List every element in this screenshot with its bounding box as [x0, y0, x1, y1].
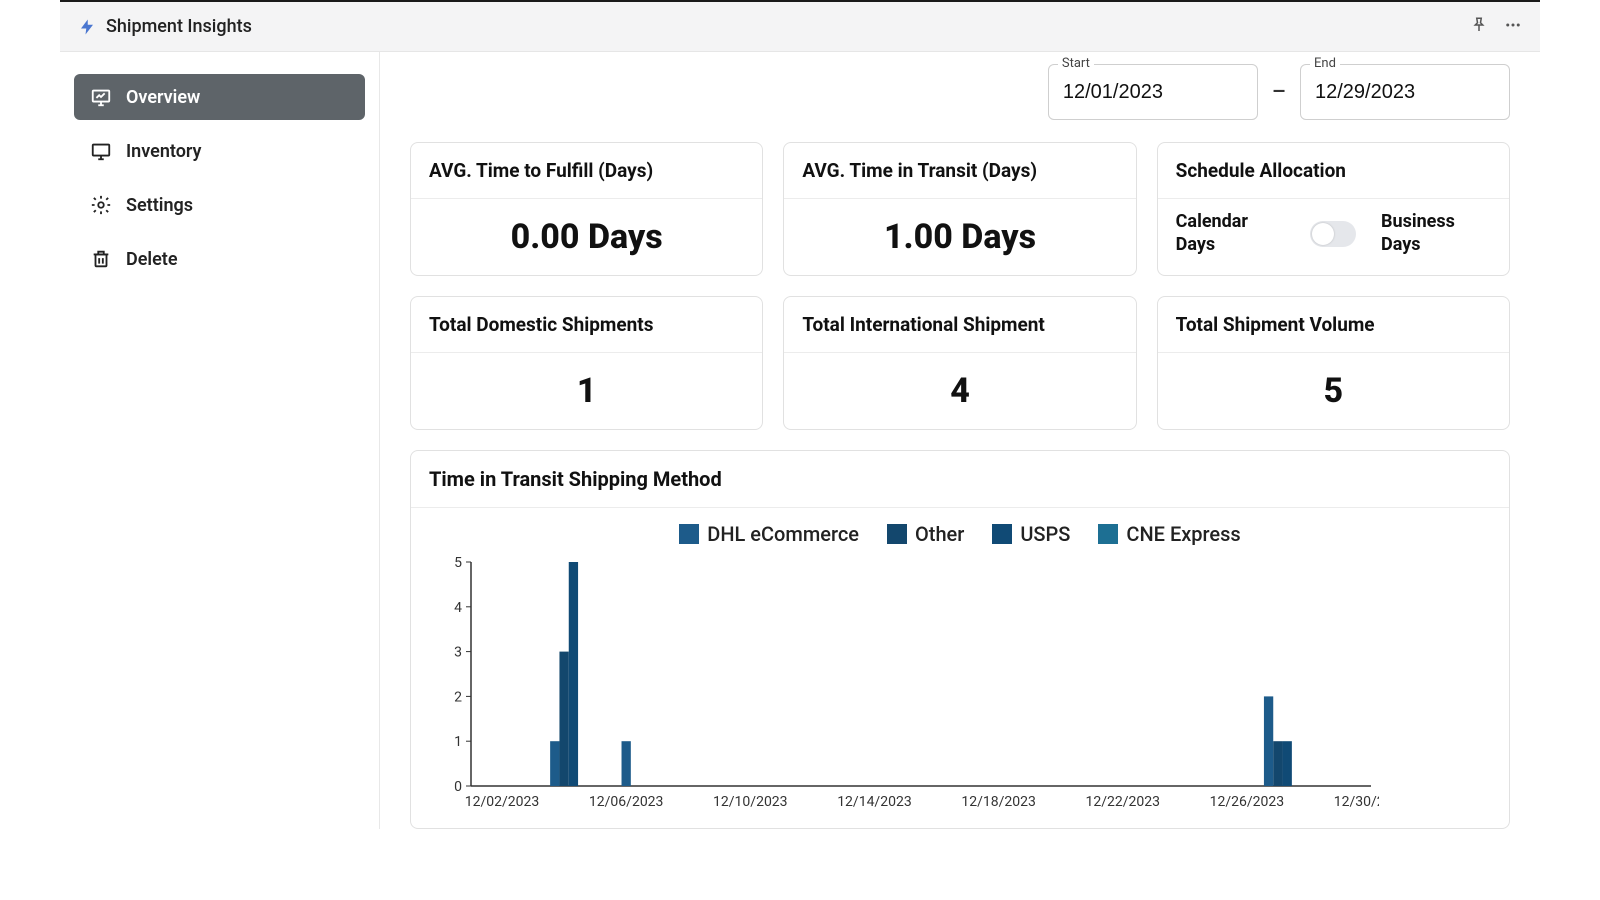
card-title: Total International Shipment: [784, 297, 1135, 353]
sidebar: Overview Inventory Settings Delete: [60, 52, 380, 829]
svg-text:12/06/2023: 12/06/2023: [589, 794, 664, 810]
gear-icon: [90, 194, 112, 216]
legend-label: Other: [915, 522, 964, 546]
toggle-label-calendar: Calendar Days: [1176, 211, 1286, 256]
titlebar: Shipment Insights: [60, 2, 1540, 52]
start-date-input[interactable]: [1048, 64, 1258, 120]
chart-title: Time in Transit Shipping Method: [411, 451, 1509, 508]
schedule-toggle[interactable]: [1310, 221, 1356, 247]
sidebar-item-settings[interactable]: Settings: [74, 182, 365, 228]
card-title: AVG. Time to Fulfill (Days): [411, 143, 762, 199]
svg-text:5: 5: [454, 556, 462, 571]
app-logo-icon: [78, 18, 96, 36]
svg-text:1: 1: [454, 734, 462, 750]
sidebar-item-label: Overview: [126, 87, 200, 108]
card-avg-fulfill: AVG. Time to Fulfill (Days) 0.00 Days: [410, 142, 763, 276]
card-total-volume: Total Shipment Volume 5: [1157, 296, 1510, 430]
end-date-label: End: [1310, 56, 1340, 71]
end-date-input[interactable]: [1300, 64, 1510, 120]
legend-item-dhl[interactable]: DHL eCommerce: [679, 522, 859, 546]
sidebar-item-label: Settings: [126, 195, 193, 216]
svg-text:12/02/2023: 12/02/2023: [465, 794, 540, 810]
date-range-separator: –: [1272, 80, 1286, 105]
legend-swatch-icon: [887, 524, 907, 544]
svg-text:0: 0: [454, 779, 462, 795]
svg-text:12/30/2023: 12/30/2023: [1334, 794, 1379, 810]
sidebar-item-overview[interactable]: Overview: [74, 74, 365, 120]
page-title: Shipment Insights: [106, 16, 252, 37]
card-value: 1.00 Days: [784, 199, 1135, 275]
start-date-field[interactable]: Start: [1048, 64, 1258, 120]
card-value: 1: [411, 353, 762, 429]
legend-label: CNE Express: [1126, 522, 1240, 546]
card-title: Schedule Allocation: [1158, 143, 1509, 199]
svg-text:12/26/2023: 12/26/2023: [1210, 794, 1285, 810]
toggle-label-business: Business Days: [1381, 211, 1491, 256]
card-international-shipments: Total International Shipment 4: [783, 296, 1136, 430]
svg-text:12/18/2023: 12/18/2023: [961, 794, 1036, 810]
svg-text:3: 3: [454, 645, 462, 661]
start-date-label: Start: [1058, 56, 1094, 71]
chart-legend: DHL eCommerce Other USPS CNE Express: [429, 522, 1491, 546]
sidebar-item-inventory[interactable]: Inventory: [74, 128, 365, 174]
card-title: AVG. Time in Transit (Days): [784, 143, 1135, 199]
pin-icon[interactable]: [1470, 16, 1488, 38]
svg-text:4: 4: [454, 600, 462, 616]
card-schedule-allocation: Schedule Allocation Calendar Days Busine…: [1157, 142, 1510, 276]
sidebar-item-label: Inventory: [126, 141, 201, 162]
card-avg-transit: AVG. Time in Transit (Days) 1.00 Days: [783, 142, 1136, 276]
legend-item-cne[interactable]: CNE Express: [1098, 522, 1240, 546]
card-value: 5: [1158, 353, 1509, 429]
more-icon[interactable]: [1504, 16, 1522, 38]
overview-icon: [90, 86, 112, 108]
legend-label: DHL eCommerce: [707, 522, 859, 546]
card-domestic-shipments: Total Domestic Shipments 1: [410, 296, 763, 430]
legend-swatch-icon: [1098, 524, 1118, 544]
date-range: Start – End: [410, 64, 1510, 120]
transit-bar-chart: 0 1 2 3 4 5 12/02/2023 12/06/2023 12/10/2023 12/1…: [429, 556, 1379, 816]
legend-swatch-icon: [679, 524, 699, 544]
card-value: 0.00 Days: [411, 199, 762, 275]
legend-item-usps[interactable]: USPS: [992, 522, 1070, 546]
sidebar-item-delete[interactable]: Delete: [74, 236, 365, 282]
legend-label: USPS: [1020, 522, 1070, 546]
legend-swatch-icon: [992, 524, 1012, 544]
svg-text:12/22/2023: 12/22/2023: [1085, 794, 1160, 810]
end-date-field[interactable]: End: [1300, 64, 1510, 120]
trash-icon: [90, 248, 112, 270]
svg-text:2: 2: [454, 689, 462, 705]
card-title: Total Shipment Volume: [1158, 297, 1509, 353]
sidebar-item-label: Delete: [126, 249, 178, 270]
svg-text:12/10/2023: 12/10/2023: [713, 794, 788, 810]
card-value: 4: [784, 353, 1135, 429]
svg-text:12/14/2023: 12/14/2023: [837, 794, 912, 810]
legend-item-other[interactable]: Other: [887, 522, 964, 546]
inventory-icon: [90, 140, 112, 162]
main-content: Start – End AVG. Time to Fulfill (Days) …: [380, 52, 1540, 829]
card-title: Total Domestic Shipments: [411, 297, 762, 353]
chart-card-transit-method: Time in Transit Shipping Method DHL eCom…: [410, 450, 1510, 829]
